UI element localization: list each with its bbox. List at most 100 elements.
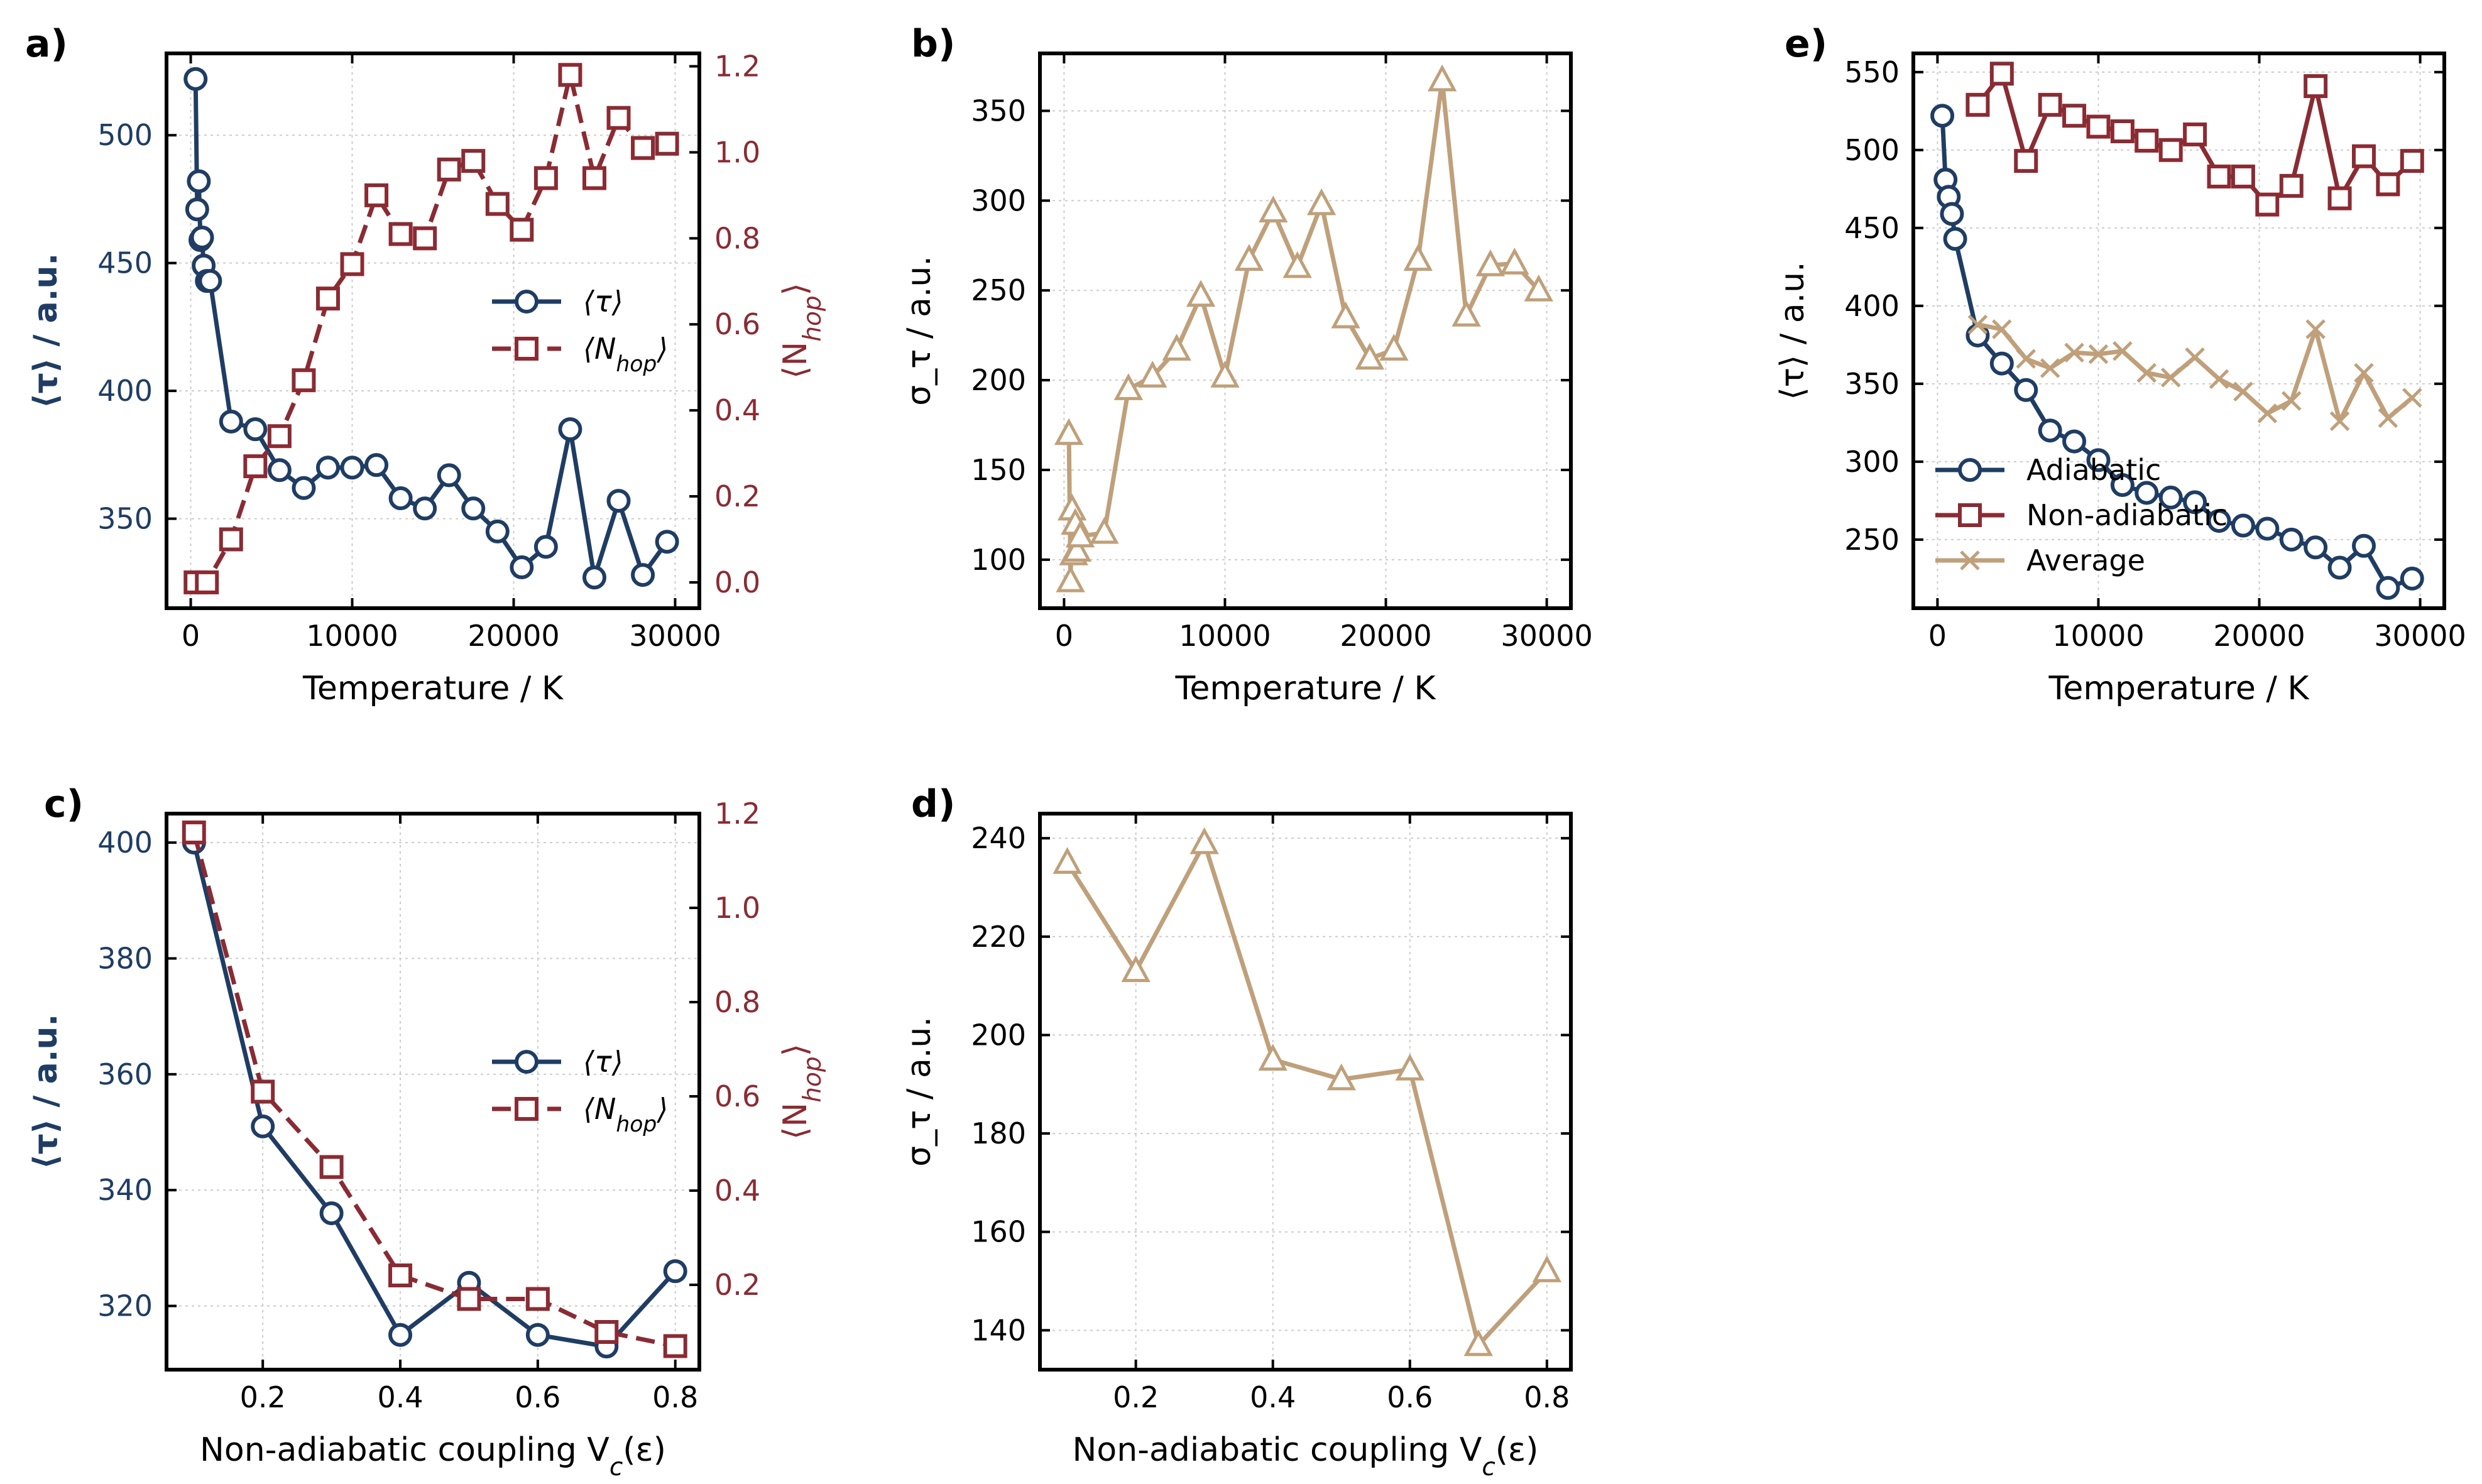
- panel-e-series-line-3: [1977, 322, 2414, 423]
- panel-a-y2-tick-label: 1.2: [714, 50, 760, 84]
- panel-e-data-point: [2207, 164, 2231, 188]
- panel-a-y2-tick-label: 1.0: [714, 135, 760, 169]
- panel-a-axes-frame: [165, 52, 701, 610]
- panel-b-data-point: [1282, 251, 1312, 278]
- panel-b-x-tick-label: 10000: [1179, 619, 1271, 653]
- panel-e-y-tick-label: 450: [1844, 211, 1900, 245]
- panel-e-data-point: [2038, 92, 2062, 117]
- panel-c-data-point: [388, 1323, 413, 1347]
- panel-a-legend-label: ⟨Nhop⟩: [583, 332, 668, 377]
- panel-a-data-point: [582, 166, 606, 190]
- panel-a-data-point: [183, 67, 208, 91]
- panel-a-y2-axis-label: ⟨Nhop⟩: [777, 283, 827, 379]
- panel-e-data-point: [2354, 363, 2374, 383]
- panel-d-series-line-1: [1065, 841, 1549, 1348]
- panel-c-y-tick-label: 340: [97, 1173, 153, 1207]
- panel-c-data-point: [251, 1114, 275, 1138]
- panel-b-data-point: [1403, 244, 1433, 271]
- panel-c-x-tick-label: 0.8: [652, 1380, 698, 1414]
- panel-a-data-point: [413, 226, 437, 251]
- panel-a-data-point: [195, 570, 219, 594]
- panel-a-data-point: [437, 463, 461, 488]
- panel-c-data-point: [663, 1259, 687, 1284]
- panel-e-data-point: [2231, 513, 2255, 538]
- panel-b-data-point: [1234, 244, 1264, 271]
- panel-c-y2-tick-label: 1.2: [714, 797, 760, 831]
- panel-b-x-tick-label: 0: [1055, 619, 1073, 653]
- panel-a-data-point: [190, 225, 214, 249]
- panel-b-data-point: [1259, 195, 1288, 222]
- panel-d-x-tick-label: 0.2: [1113, 1380, 1159, 1414]
- panel-e-data-point: [1965, 92, 1990, 117]
- panel-a-data-point: [243, 417, 268, 442]
- panel-d-y-tick-label: 240: [971, 821, 1026, 855]
- panel-e-data-point: [2086, 114, 2111, 139]
- panel-c-x-tick-label: 0.6: [515, 1380, 560, 1414]
- panel-a-data-point: [315, 456, 340, 480]
- panel-e-data-point: [1967, 314, 1988, 335]
- panel-e-data-point: [2136, 363, 2157, 383]
- panel-c-y-tick-label: 380: [97, 941, 153, 975]
- panel-c-y-tick-label: 320: [97, 1289, 153, 1323]
- panel-d-data-point: [1532, 1255, 1562, 1282]
- panel-d-data-point: [1189, 827, 1219, 854]
- panel-c-y2-tick-label: 0.8: [714, 985, 760, 1019]
- panel-c-x-tick-label: 0.2: [240, 1380, 286, 1414]
- panel-c-axes-frame: [165, 812, 701, 1372]
- panel-a-data-point: [582, 565, 606, 590]
- panel-d-data-point: [1395, 1054, 1424, 1081]
- panel-a-data-point: [655, 131, 679, 156]
- panel-a-data-point: [388, 486, 413, 511]
- panel-a-data-point: [219, 527, 243, 552]
- panel-e-data-point: [2281, 391, 2302, 411]
- panel-e-data-point: [2038, 418, 2062, 443]
- panel-b-y-tick-label: 150: [971, 453, 1026, 487]
- panel-b-data-point: [1500, 248, 1529, 275]
- panel-a-x-tick-label: 20000: [467, 619, 559, 653]
- panel-e-data-point: [2231, 164, 2255, 188]
- panel-b-data-point: [1065, 520, 1095, 548]
- panel-e-data-point: [2183, 122, 2207, 146]
- panel-b-y-tick-label: 350: [971, 94, 1026, 128]
- panel-e-y-tick-label: 400: [1844, 289, 1900, 323]
- panel-a-data-point: [533, 166, 558, 190]
- panel-d-data-point: [1326, 1063, 1356, 1091]
- panel-e-x-tick-label: 0: [1928, 619, 1947, 653]
- panel-e-data-point: [2257, 403, 2278, 423]
- panel-d-x-tick-label: 0.6: [1387, 1380, 1433, 1414]
- panel-a-data-point: [631, 136, 655, 160]
- panel-e-legend-label: Non-adiabatic: [2026, 498, 2228, 532]
- panel-b-data-point: [1056, 565, 1085, 592]
- panel-e-data-point: [2209, 369, 2229, 390]
- panel-a-y-tick-label: 400: [97, 374, 153, 408]
- panel-c-data-point: [525, 1287, 550, 1311]
- panel-e-data-point: [2376, 172, 2400, 197]
- panel-e-data-point: [1992, 319, 2012, 339]
- panel-e-data-point: [2183, 490, 2207, 515]
- panel-b-y-tick-label: 300: [971, 183, 1026, 217]
- panel-c-legend-marker: [515, 1097, 538, 1121]
- panel-b-data-point: [1138, 361, 1167, 388]
- panel-a-label: a): [25, 22, 68, 66]
- panel-e-data-point: [2135, 128, 2159, 153]
- panel-c-data-point: [525, 1323, 550, 1347]
- panel-e-label: e): [1785, 22, 1827, 66]
- panel-e-data-point: [2014, 378, 2038, 402]
- panel-e-data-point: [2279, 527, 2304, 552]
- panel-a-x-tick-label: 0: [182, 619, 200, 653]
- panel-b-data-point: [1162, 334, 1191, 361]
- panel-c-x-axis-label: Non-adiabatic coupling Vc(ε): [200, 1431, 666, 1481]
- panel-e-y-tick-label: 350: [1844, 367, 1900, 401]
- panel-e-x-tick-label: 10000: [2052, 619, 2144, 653]
- panel-e-data-point: [1930, 104, 1955, 128]
- panel-e-data-point: [2304, 74, 2328, 99]
- panel-a-legend-label: ⟨τ⟩: [583, 285, 623, 319]
- panel-e-axes-frame: [1911, 52, 2446, 610]
- panel-e-legend-label: Average: [2026, 543, 2145, 577]
- panel-b-data-point: [1379, 334, 1409, 361]
- panel-a-y2-tick-label: 0.2: [714, 479, 760, 513]
- panel-c-y2-tick-label: 1.0: [714, 891, 760, 925]
- panel-a-x-tick-label: 30000: [629, 619, 721, 653]
- panel-e-data-point: [2062, 104, 2087, 128]
- panel-e-data-point: [2255, 192, 2280, 217]
